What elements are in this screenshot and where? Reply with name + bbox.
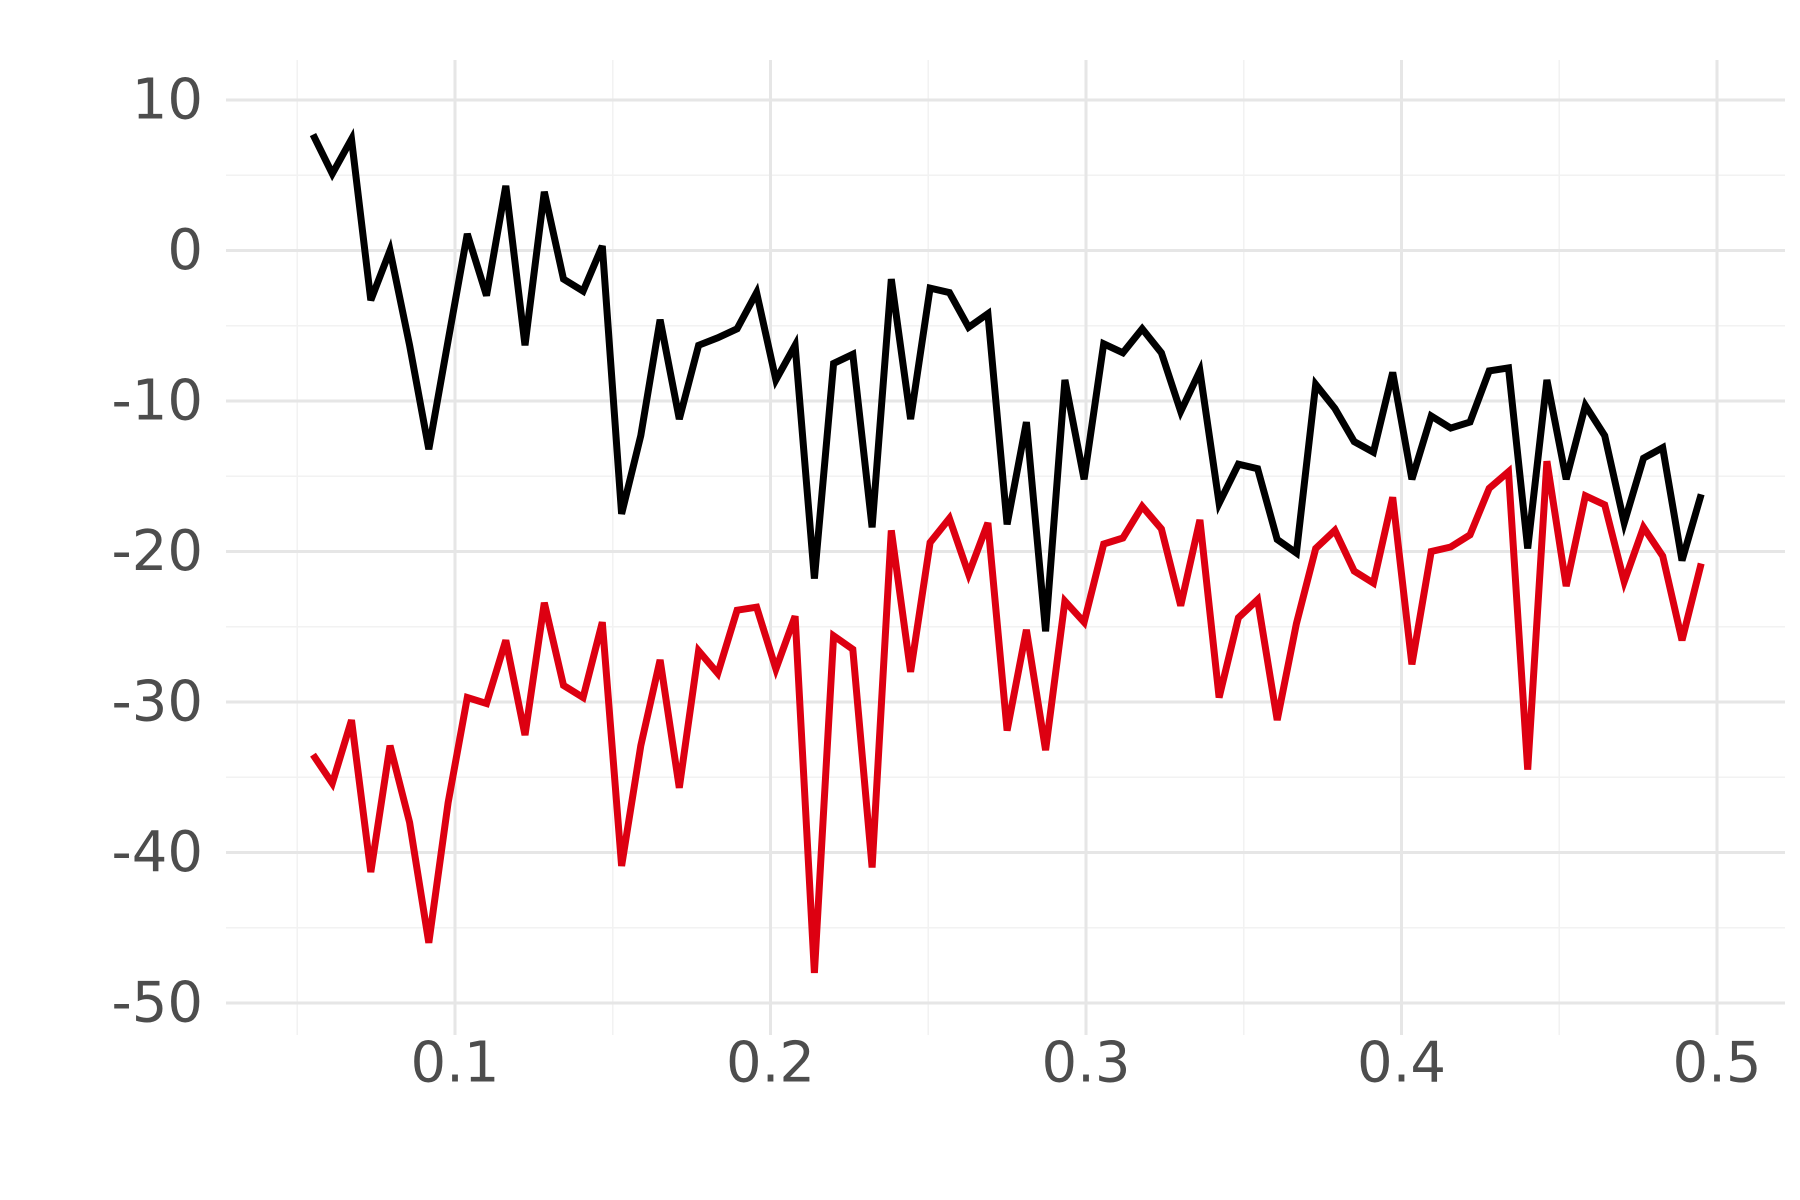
minor-gridlines: [226, 60, 1785, 1035]
y-tick-label: -10: [112, 369, 203, 434]
y-axis-tick-labels: 10 0 -10 -20 -30 -40 -50: [112, 68, 203, 1036]
x-tick-label: 0.1: [410, 1031, 499, 1096]
x-tick-label: 0.4: [1357, 1031, 1446, 1096]
series-line-1: [309, 127, 1705, 632]
y-tick-label: -30: [112, 670, 203, 735]
y-tick-label: 0: [167, 218, 203, 283]
series-layer: [309, 127, 1705, 974]
x-axis-tick-labels: 0.1 0.2 0.3 0.4 0.5: [410, 1031, 1761, 1096]
x-tick-label: 0.2: [726, 1031, 815, 1096]
series-line-2: [310, 460, 1705, 974]
x-tick-label: 0.5: [1672, 1031, 1761, 1096]
x-tick-label: 0.3: [1041, 1031, 1130, 1096]
y-tick-label: -20: [112, 519, 203, 584]
y-tick-label: -40: [112, 820, 203, 885]
y-tick-label: 10: [132, 68, 203, 133]
y-tick-label: -50: [112, 971, 203, 1036]
major-gridlines: [226, 60, 1785, 1035]
